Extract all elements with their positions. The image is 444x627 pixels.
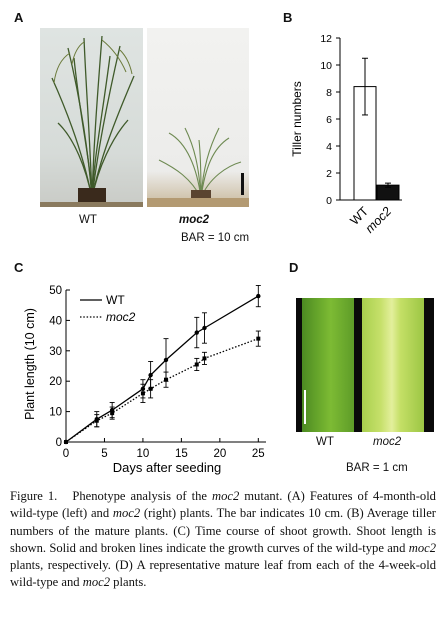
c-x-tick-label: 5 (101, 448, 107, 460)
b-x-tick-label: moc2 (363, 204, 395, 236)
b-y-tick-label: 4 (326, 141, 332, 153)
wt-photo-label: WT (79, 214, 97, 226)
panel-d-letter: D (289, 260, 299, 275)
c-y-tick-label: 0 (56, 437, 62, 449)
c-y-tick-label: 10 (49, 407, 62, 419)
caption-gene-4: moc2 (82, 575, 111, 590)
c-point-wt (194, 330, 199, 335)
figure-caption: Figure 1. Phenotype analysis of the moc2… (10, 488, 436, 592)
caption-text-1: Phenotype analysis of the (72, 489, 212, 503)
moc2-plant-illustration (147, 127, 249, 207)
c-point-moc2 (202, 356, 207, 361)
legend-moc2-label: moc2 (106, 310, 136, 324)
caption-text-3: (right) plants. The bar indicates 10 cm.… (10, 506, 436, 555)
growth-line-chart: 0 10 20 30 40 50 0 5 10 15 20 25 Plant length (10 c… (23, 284, 266, 475)
b-y-tick-label: 6 (326, 114, 332, 126)
wt-plant-photo (40, 28, 143, 207)
c-x-tick-label: 15 (175, 448, 188, 460)
c-point-moc2 (140, 391, 145, 396)
c-point-moc2 (64, 440, 68, 444)
wt-leaf (302, 298, 354, 432)
caption-text-2: mutant. (A) Features of 4-month-old wild… (10, 489, 436, 521)
c-point-wt (148, 372, 153, 378)
wt-leaf-label: WT (316, 436, 334, 448)
panel-a-letter: A (14, 10, 24, 25)
b-y-tick-label: 10 (320, 60, 332, 72)
c-point-wt (202, 325, 207, 331)
caption-gene-1: moc2 (211, 489, 240, 503)
c-point-wt (256, 293, 261, 299)
c-y-axis-title: Plant length (10 cm) (23, 308, 37, 420)
wt-plant-illustration (40, 35, 143, 207)
c-y-tick-label: 40 (49, 315, 62, 327)
moc2-leaf (362, 298, 424, 432)
c-x-tick-label: 25 (252, 448, 265, 460)
b-y-tick-label: 2 (326, 168, 332, 180)
c-point-moc2 (94, 418, 99, 423)
moc2-plant-photo (147, 28, 249, 207)
c-x-tick-label: 0 (63, 448, 69, 460)
c-y-tick-label: 30 (49, 346, 62, 358)
panel-d-scale-note: BAR = 1 cm (346, 462, 408, 474)
caption-gene-3: moc2 (408, 540, 436, 555)
panel-a-scale-note: BAR = 10 cm (181, 232, 250, 244)
panel-b-letter: B (283, 10, 293, 25)
c-point-moc2 (256, 336, 261, 341)
c-x-tick-label: 10 (137, 448, 150, 460)
c-point-moc2 (110, 411, 115, 416)
caption-text-4: plants, respectively. (D) A representati… (10, 558, 436, 590)
c-point-moc2 (194, 362, 199, 367)
c-point-wt (163, 357, 169, 363)
moc2-photo-label: moc2 (179, 214, 210, 226)
panel-c-letter: C (14, 260, 24, 275)
c-y-tick-label: 50 (49, 285, 62, 297)
caption-text-5: plants. (110, 575, 147, 590)
c-point-moc2 (148, 386, 153, 391)
legend-wt-label: WT (106, 293, 125, 307)
leaf-photo (296, 298, 434, 432)
b-y-tick-label: 12 (320, 33, 332, 45)
c-x-axis-title: Days after seeding (113, 460, 221, 475)
c-x-tick-label: 20 (213, 448, 226, 460)
b-y-tick-label: 8 (326, 87, 332, 99)
caption-gene-2: moc2 (112, 506, 141, 521)
b-y-tick-label: 0 (326, 195, 332, 207)
caption-figure-number: Figure 1. (10, 489, 58, 503)
leaf-scale-bar (304, 390, 306, 424)
moc2-leaf-label: moc2 (373, 436, 402, 448)
b-y-axis-title: Tiller numbers (290, 81, 304, 157)
c-y-tick-label: 20 (49, 376, 62, 388)
c-point-moc2 (164, 377, 168, 382)
